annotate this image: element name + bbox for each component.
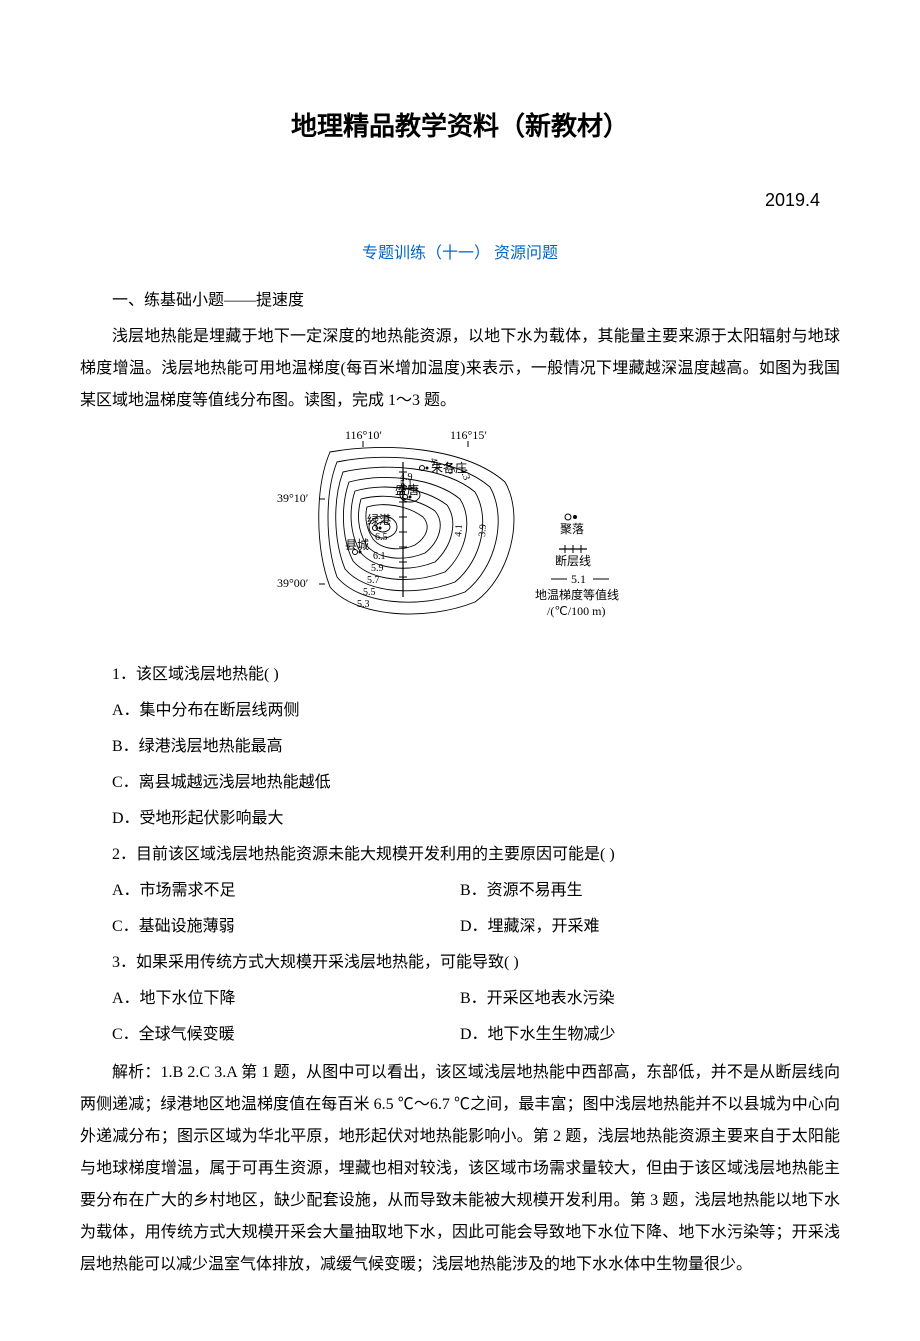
q1-opt-d: D．受地形起伏影响最大 [80, 803, 840, 835]
q3-opt-c: C．全球气候变暖 [80, 1019, 460, 1051]
q1-opt-c: C．离县城越远浅层地热能越低 [80, 767, 840, 799]
legend-unit: /(℃/100 m) [547, 604, 605, 618]
clabel: 4.1 [453, 524, 465, 537]
lat-top-label: 39°10′ [277, 491, 309, 505]
lon-left-label: 116°10′ [345, 428, 382, 442]
sub-title: 专题训练（十一） 资源问题 [80, 238, 840, 270]
clabel: 5.1 [400, 479, 413, 490]
analysis-paragraph: 解析：1.B 2.C 3.A 第 1 题，从图中可以看出，该区域浅层地热能中西部… [80, 1057, 840, 1281]
place-lvgang: 绿港 [367, 512, 391, 527]
q3-row1: A．地下水位下降 B．开采区地表水污染 [80, 983, 840, 1015]
q2-row2: C．基础设施薄弱 D．埋藏深，开采难 [80, 911, 840, 943]
clabel: 5.5 [363, 587, 376, 598]
q2-opt-b: B．资源不易再生 [460, 875, 840, 907]
q2-stem: 2．目前该区域浅层地热能资源未能大规模开发利用的主要原因可能是( ) [80, 839, 840, 871]
clabel: 5.7 [367, 575, 380, 586]
q3-opt-b: B．开采区地表水污染 [460, 983, 840, 1015]
clabel: 6.5 [375, 532, 388, 543]
q1-opt-a: A．集中分布在断层线两侧 [80, 695, 840, 727]
q1-opt-b: B．绿港浅层地热能最高 [80, 731, 840, 763]
clabel: 5.3 [357, 599, 370, 610]
legend-settlement: 聚落 [560, 522, 584, 536]
q2-opt-d: D．埋藏深，开采难 [460, 911, 840, 943]
clabel: 6.1 [373, 551, 386, 562]
lat-bottom-label: 39°00′ [277, 576, 309, 590]
clabel: 5.9 [371, 563, 384, 574]
q2-row1: A．市场需求不足 B．资源不易再生 [80, 875, 840, 907]
main-title: 地理精品教学资料（新教材） [80, 100, 840, 152]
q1-stem: 1．该区域浅层地热能( ) [80, 659, 840, 691]
contour-map-figure: 116°10′ 116°15′ 39°10′ 39°00′ 朱各庄 盛唐 [80, 427, 840, 644]
contour-map-svg: 116°10′ 116°15′ 39°10′ 39°00′ 朱各庄 盛唐 [275, 427, 645, 632]
clabel: 3.9 [477, 524, 489, 537]
intro-paragraph: 浅层地热能是埋藏于地下一定深度的地热能资源，以地下水为载体，其能量主要来源于太阳… [80, 321, 840, 417]
q2-opt-a: A．市场需求不足 [80, 875, 460, 907]
place-xiancheng: 县城 [345, 538, 369, 552]
q3-stem: 3．如果采用传统方式大规模开采浅层地热能，可能导致( ) [80, 947, 840, 979]
date-label: 2019.4 [80, 182, 840, 218]
section-heading: 一、练基础小题——提速度 [80, 285, 840, 317]
legend-contour-label: 地温梯度等值线 [535, 587, 619, 602]
legend-contour-sample: 5.1 [571, 572, 586, 586]
legend-fault: 断层线 [555, 553, 591, 568]
lon-right-label: 116°15′ [450, 428, 487, 442]
q2-opt-c: C．基础设施薄弱 [80, 911, 460, 943]
q3-opt-d: D．地下水生生物减少 [460, 1019, 840, 1051]
q3-opt-a: A．地下水位下降 [80, 983, 460, 1015]
q3-row2: C．全球气候变暖 D．地下水生生物减少 [80, 1019, 840, 1051]
